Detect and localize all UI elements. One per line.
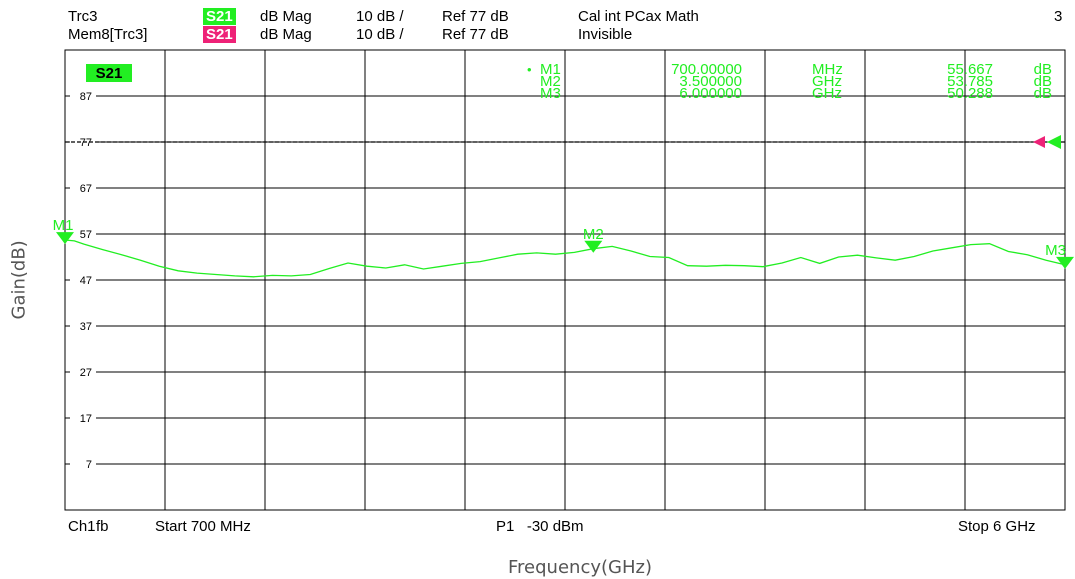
trace-label-layer: S21 [86,64,132,82]
y-tick-bg [70,411,96,425]
channel-count: 3 [1054,8,1063,25]
y-tick-label: 77 [80,137,92,149]
marker-active-bullet: • [527,62,532,77]
y-tick-bg [70,181,96,195]
footer-start[interactable]: Start 700 MHz [155,518,251,535]
footer-stop[interactable]: Stop 6 GHz [958,518,1036,535]
marker-triangle[interactable] [56,232,74,245]
marker-table-gain: 55.667 [947,61,993,78]
trace-ref[interactable]: Ref 77 dB [442,8,509,25]
y-tick-label: 57 [80,229,92,241]
marker-table: • M1 700.00000 MHz 55.667 dB M2 3.500000 GHz 53.7… [527,61,1052,102]
trace-label-text[interactable]: S21 [96,65,123,82]
trace-label-bg [86,64,132,82]
marker-label[interactable]: M1 [53,217,74,234]
y-tick-label: 37 [80,321,92,333]
footer-mode[interactable]: fb [96,518,109,535]
marker-table-freq-unit: GHz [812,73,842,90]
memory-status: Invisible [578,26,633,43]
marker-table-label: M3 [540,85,561,102]
y-tick-label: 67 [80,183,92,195]
y-tick-label: 17 [80,413,92,425]
trace-ref-arrow[interactable] [1047,135,1061,149]
marker-table-freq-unit: MHz [812,61,843,78]
marker-triangle[interactable] [1056,256,1074,269]
marker-layer[interactable]: M1 M2 M3 [53,217,1074,269]
y-axis-title: Gain(dB) [8,240,30,320]
marker-table-gain-unit: dB [1034,85,1052,102]
marker-label[interactable]: M3 [1045,242,1066,259]
y-tick-bg [70,227,96,241]
memory-ref-arrow[interactable] [1033,136,1045,148]
marker-table-gain-unit: dB [1034,61,1052,78]
grid [64,49,1066,511]
marker-m3[interactable]: M3 [1045,242,1074,269]
y-tick-bg [70,457,96,471]
marker-m1[interactable]: M1 [53,217,74,245]
y-tick-bg [70,89,96,103]
marker-triangle[interactable] [584,240,603,253]
y-tick-label: 47 [80,275,92,287]
reference-line [65,135,1065,149]
marker-table-label: M1 [540,61,561,78]
footer-power[interactable]: P1 -30 dBm [496,518,584,535]
y-tick-bg [70,319,96,333]
marker-table-freq-unit: GHz [812,85,842,102]
memory-trace-name[interactable]: Mem8[Trc3] [68,26,148,43]
y-tick-labels: 87 77 67 57 47 37 27 17 7 [70,89,96,471]
trace-format[interactable]: dB Mag [260,8,312,25]
y-tick-bg [70,365,96,379]
y-tick-bg [70,273,96,287]
marker-table-freq: 700.00000 [671,61,742,78]
memory-format[interactable]: dB Mag [260,26,312,43]
memory-scale[interactable]: 10 dB / [356,26,404,43]
memory-param-badge[interactable]: S21 [203,26,236,43]
s21-trace-line [64,239,1066,278]
memory-ref[interactable]: Ref 77 dB [442,26,509,43]
marker-table-label: M2 [540,73,561,90]
marker-m2[interactable]: M2 [583,226,604,253]
y-tick-label: 7 [86,459,92,471]
footer-channel[interactable]: Ch1 [68,518,96,535]
trace-scale[interactable]: 10 dB / [356,8,404,25]
marker-table-gain: 50.288 [947,85,993,102]
x-axis-title: Frequency(GHz) [508,557,652,578]
y-tick-label: 87 [80,91,92,103]
trace-layer [64,239,1066,278]
marker-table-freq: 3.500000 [679,73,742,90]
y-tick-label: 27 [80,367,92,379]
trace-status: Cal int PCax Math [578,8,699,25]
trace-name[interactable]: Trc3 [68,8,98,25]
marker-table-gain: 53.785 [947,73,993,90]
marker-label[interactable]: M2 [583,226,604,243]
trace-param-badge[interactable]: S21 [203,8,236,25]
marker-table-freq: 6.000000 [679,85,742,102]
marker-table-gain-unit: dB [1034,73,1052,90]
